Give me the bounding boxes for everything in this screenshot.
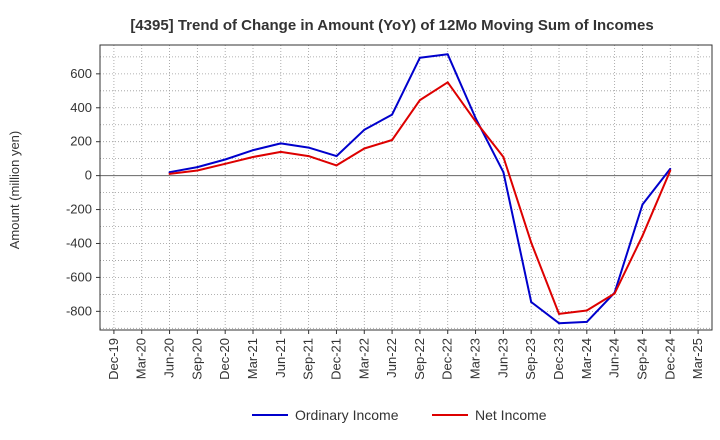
data-point xyxy=(168,172,171,175)
data-point xyxy=(196,166,199,169)
x-tick-label: Dec-24 xyxy=(662,338,677,380)
data-point xyxy=(363,128,366,131)
y-axis-label: Amount (million yen) xyxy=(7,131,22,250)
data-point xyxy=(418,99,421,102)
legend: Ordinary Income Net Income xyxy=(252,407,547,423)
x-tick-label: Jun-23 xyxy=(495,338,510,378)
y-tick-label: 400 xyxy=(70,100,92,115)
data-point xyxy=(585,320,588,323)
x-tick-label: Jun-22 xyxy=(384,338,399,378)
x-tick-label: Mar-21 xyxy=(245,338,260,379)
y-tick-label: -400 xyxy=(66,235,92,250)
data-point xyxy=(391,139,394,141)
x-tick-label: Sep-24 xyxy=(634,338,649,380)
data-point xyxy=(641,234,644,237)
x-tick-label: Sep-23 xyxy=(523,338,538,380)
data-point xyxy=(252,155,254,158)
data-point xyxy=(335,155,338,158)
x-tick-label: Dec-23 xyxy=(551,338,566,380)
data-point xyxy=(446,53,449,56)
data-point xyxy=(641,203,644,206)
x-tick-label: Mar-24 xyxy=(579,338,594,379)
legend-label: Net Income xyxy=(475,407,547,423)
x-tick-label: Dec-20 xyxy=(217,338,232,380)
chart-title: [4395] Trend of Change in Amount (YoY) o… xyxy=(130,17,653,34)
data-point xyxy=(530,301,533,304)
plot-area: 600 400 200 0 -200 -400 -600 -800 Dec-19 Mar-20 Ju… xyxy=(66,44,713,380)
data-point xyxy=(585,309,588,312)
data-point xyxy=(196,169,199,172)
x-tick-label: Mar-20 xyxy=(134,338,149,379)
y-tick-label: 0 xyxy=(85,168,92,183)
x-tick-label: Sep-20 xyxy=(189,338,204,380)
data-point xyxy=(391,113,394,116)
data-point xyxy=(363,147,366,150)
data-point xyxy=(446,81,449,84)
y-tick-label: -600 xyxy=(66,269,92,284)
data-point xyxy=(335,164,338,167)
legend-item-1: Ordinary Income xyxy=(252,407,399,423)
legend-item-2: Net Income xyxy=(432,407,547,423)
plot-frame xyxy=(99,44,713,331)
data-point xyxy=(502,155,505,158)
y-tick-label: 600 xyxy=(70,66,92,81)
x-tick-label: Jun-21 xyxy=(273,338,288,378)
x-tick-label: Jun-20 xyxy=(162,338,177,378)
data-point xyxy=(474,120,477,123)
y-tick-label: -200 xyxy=(66,202,92,217)
data-point xyxy=(224,158,227,161)
data-point xyxy=(474,116,477,119)
legend-label: Ordinary Income xyxy=(295,407,399,423)
y-tick-label: -800 xyxy=(66,303,92,318)
x-tick-label: Dec-19 xyxy=(106,338,121,380)
x-tick-label: Mar-25 xyxy=(690,338,705,379)
x-tick-label: Dec-22 xyxy=(440,338,455,380)
data-point xyxy=(558,322,560,325)
data-point xyxy=(279,150,282,153)
data-point xyxy=(669,167,672,170)
data-point xyxy=(613,292,616,295)
data-point xyxy=(307,155,310,158)
data-point xyxy=(168,171,171,174)
x-tick-label: Mar-23 xyxy=(468,338,483,379)
data-point xyxy=(530,241,533,244)
data-point xyxy=(669,169,672,172)
data-point xyxy=(307,146,310,149)
data-point xyxy=(279,142,282,145)
data-point xyxy=(418,56,421,59)
data-point xyxy=(502,171,505,174)
y-tick-label: 200 xyxy=(70,134,92,149)
data-point xyxy=(558,312,560,315)
x-tick-label: Mar-22 xyxy=(356,338,371,379)
data-point xyxy=(224,162,227,165)
data-point xyxy=(252,149,254,152)
x-tick-label: Dec-21 xyxy=(328,338,343,380)
x-tick-label: Sep-21 xyxy=(301,338,316,380)
x-tick-label: Sep-22 xyxy=(412,338,427,380)
x-tick-label: Jun-24 xyxy=(607,338,622,378)
